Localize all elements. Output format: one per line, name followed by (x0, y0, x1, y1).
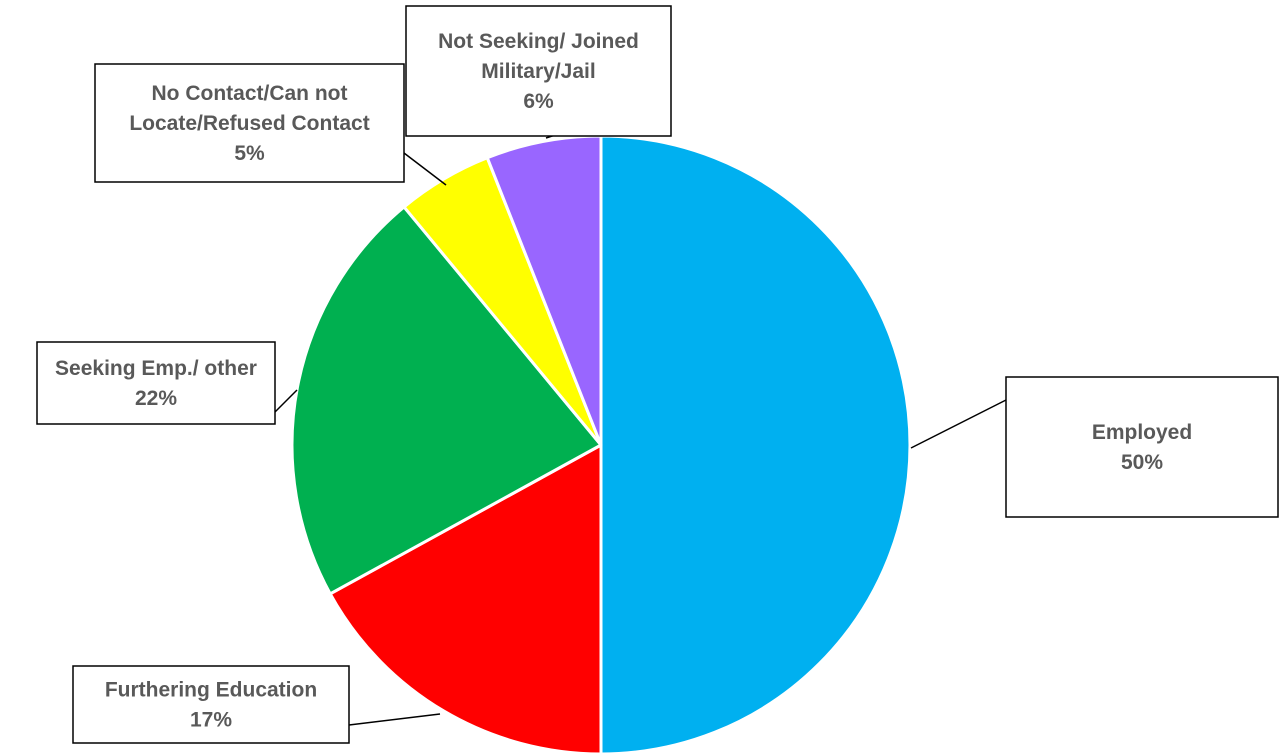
callout-box (36, 341, 276, 425)
callout-furthering-education: Furthering Education 17% (72, 665, 441, 744)
data-label-category: No Contact/Can not (152, 82, 348, 105)
callout-box (405, 5, 672, 137)
data-label-value: 22% (135, 387, 177, 410)
data-label-value: 5% (234, 142, 265, 165)
pie-slice-seeking-emp-other (290, 205, 603, 596)
data-label-category: Employed (1092, 421, 1192, 444)
callout-box (94, 63, 405, 183)
callout-not-seeking-joined-military-jail: Not Seeking/ Joined Military/Jail 6% (405, 5, 672, 139)
callout-leader-line (348, 713, 441, 726)
callout-box (1005, 376, 1279, 518)
data-label-category: Not Seeking/ Joined (438, 30, 639, 53)
pie-slice-employed (599, 134, 912, 755)
callout-seeking-emp-other: Seeking Emp./ other 22% (36, 341, 298, 425)
data-label-value: 6% (523, 90, 554, 113)
callout-leader-line (910, 399, 1007, 449)
pie-slice-furthering-education (328, 443, 603, 755)
callout-employed: Employed 50% (910, 376, 1279, 518)
callout-no-contact-can-not-locate-refused-contact: No Contact/Can not Locate/Refused Contact… (94, 63, 447, 186)
data-label-category: Locate/Refused Contact (129, 112, 369, 135)
data-label-value: 17% (190, 709, 232, 732)
data-label-category: Military/Jail (481, 60, 595, 83)
pie-slices (290, 134, 912, 755)
data-label-category: Furthering Education (105, 679, 317, 702)
callout-leader-line (403, 152, 447, 186)
data-label-callouts: Employed 50% Furthering Education 17% Seekin… (36, 5, 1279, 744)
callout-box (72, 665, 350, 744)
data-label-value: 50% (1121, 451, 1163, 474)
data-label-category: Seeking Emp./ other (55, 357, 257, 380)
callout-leader-line (274, 389, 298, 413)
